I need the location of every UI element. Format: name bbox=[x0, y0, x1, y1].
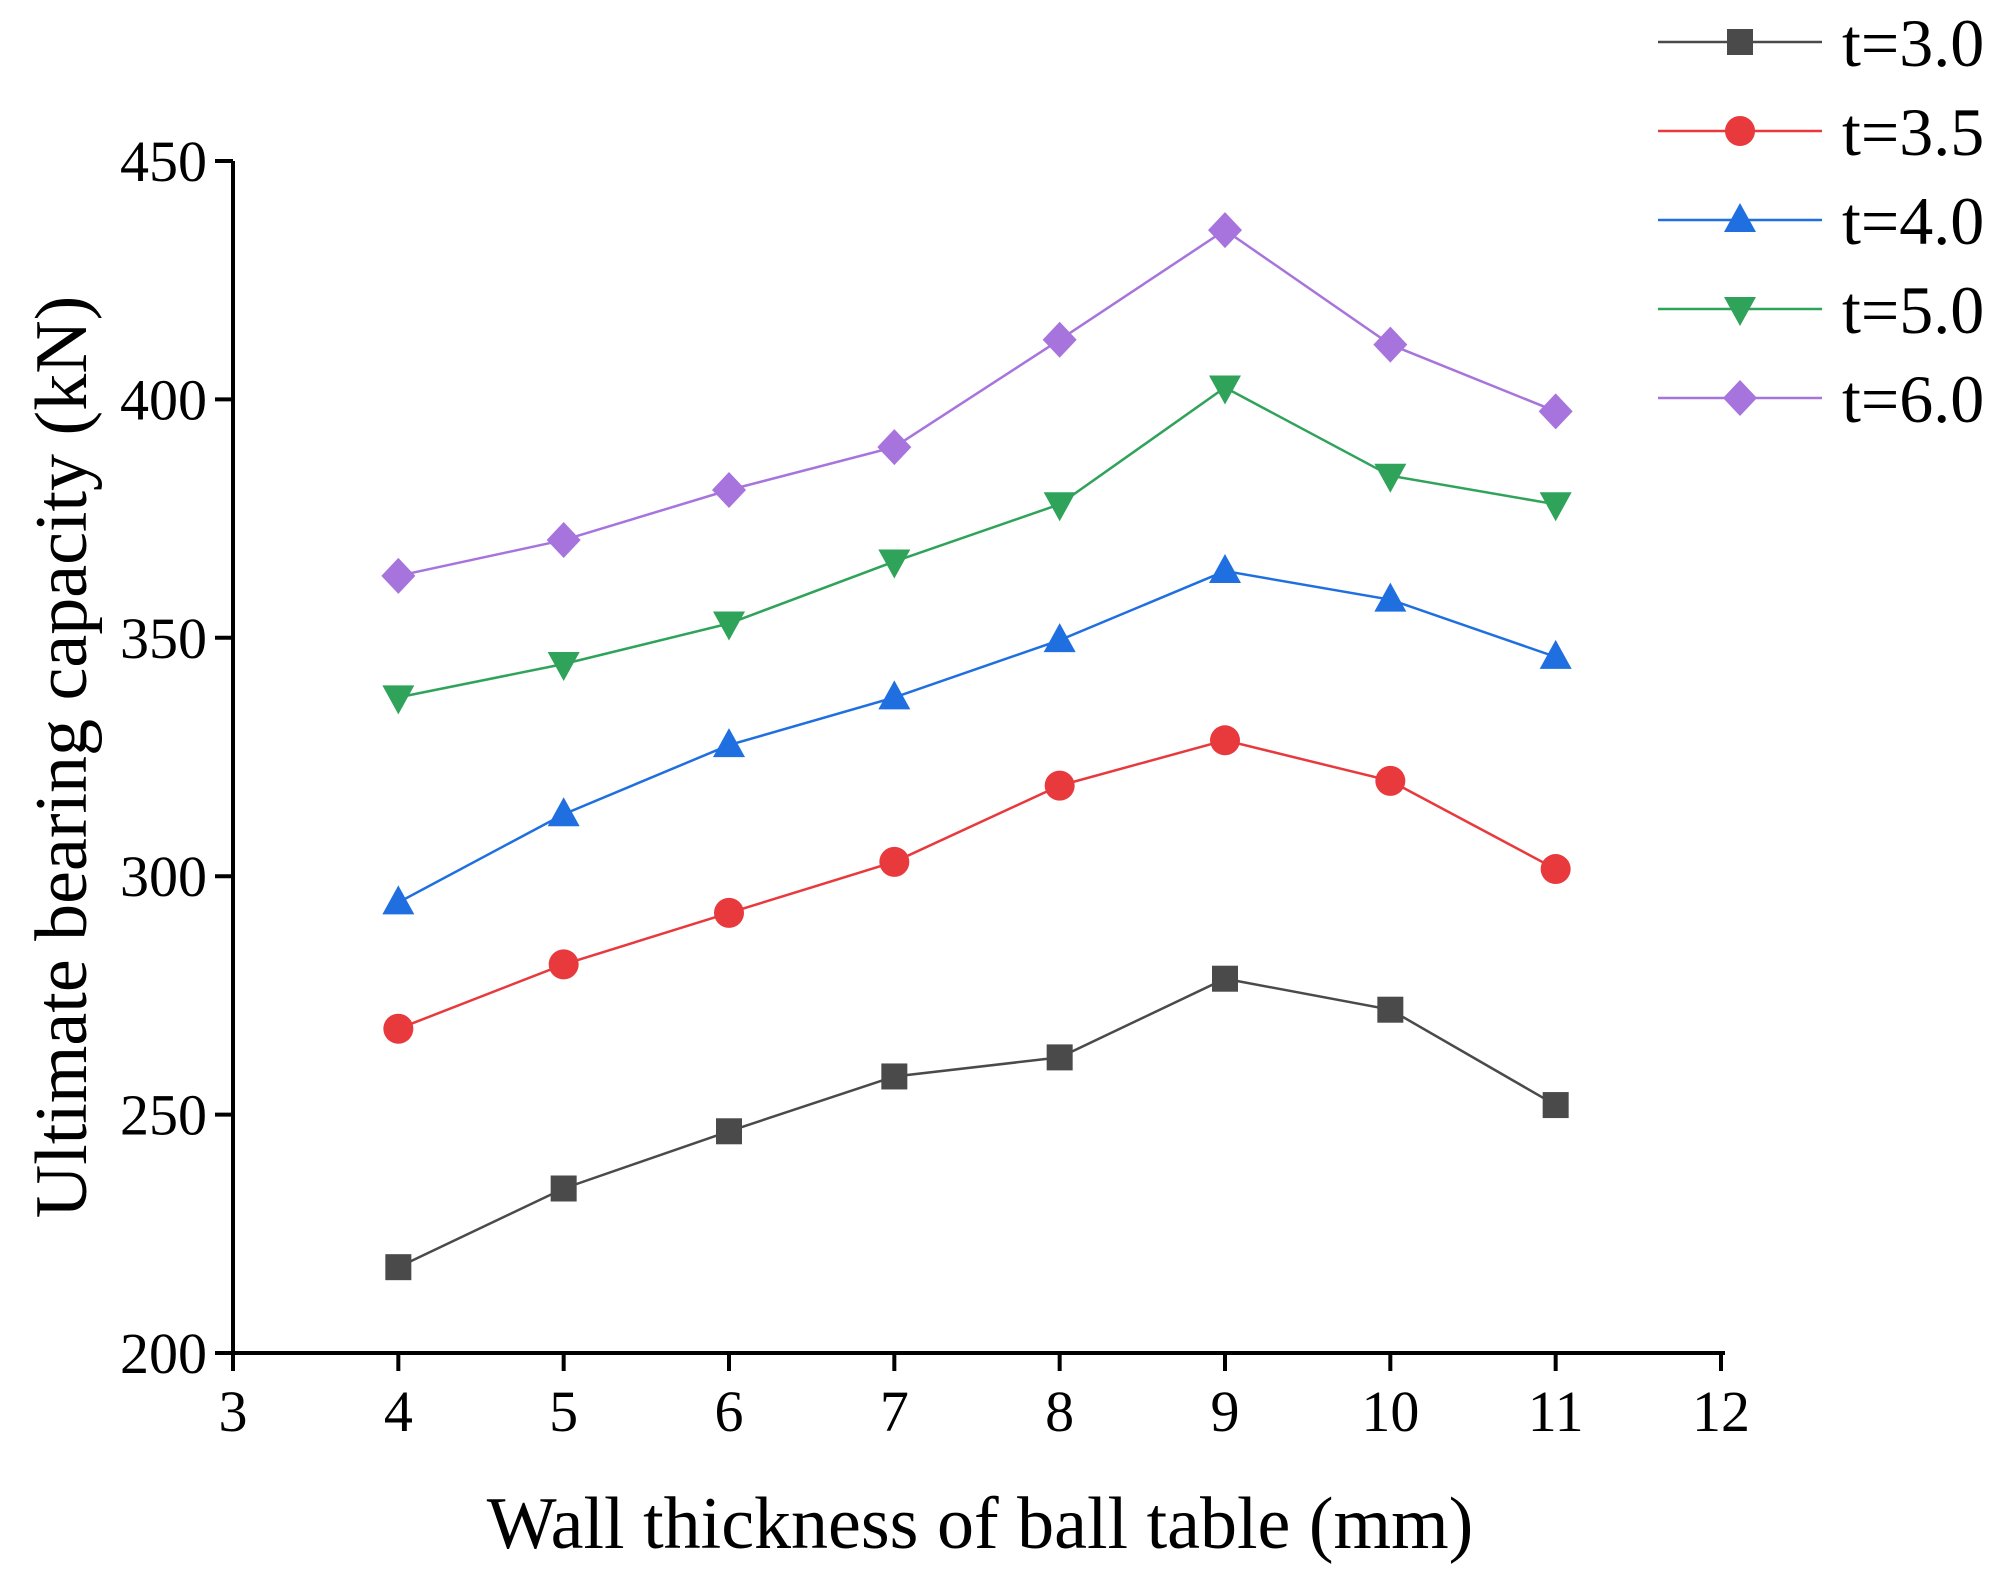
series-line bbox=[397, 569, 1557, 904]
axes bbox=[231, 161, 1725, 1355]
x-tick-label: 10 bbox=[1361, 1379, 1419, 1444]
legend-label: t=3.5 bbox=[1842, 94, 1984, 170]
legend-item: t=4.0 bbox=[1658, 183, 1984, 259]
y-tick-label: 450 bbox=[120, 129, 207, 194]
y-tick-label: 300 bbox=[120, 844, 207, 909]
legend-marker bbox=[1724, 203, 1756, 232]
legend-marker bbox=[1725, 116, 1755, 146]
y-axis-title: Ultimate bearing capacity (kN) bbox=[21, 296, 103, 1219]
data-point bbox=[878, 549, 911, 579]
data-point bbox=[1210, 725, 1240, 756]
x-tick-label: 11 bbox=[1528, 1379, 1584, 1444]
data-point bbox=[1538, 393, 1573, 430]
series-line bbox=[397, 977, 1557, 1269]
series-line bbox=[397, 739, 1557, 1030]
data-point bbox=[1539, 492, 1572, 522]
data-point bbox=[713, 728, 745, 758]
series-t=6.0 bbox=[381, 212, 1573, 594]
data-point bbox=[877, 429, 912, 466]
data-point bbox=[381, 557, 416, 594]
legend-item: t=3.5 bbox=[1658, 94, 1984, 170]
series-layer bbox=[381, 212, 1573, 1281]
x-axis-title: Wall thickness of ball table (mm) bbox=[487, 1483, 1474, 1565]
series-t=4.0 bbox=[382, 554, 1572, 915]
x-tick-label: 9 bbox=[1211, 1379, 1240, 1444]
data-point bbox=[1043, 623, 1076, 653]
data-point bbox=[1374, 582, 1407, 612]
legend: t=3.0 t=3.5 t=4.0 t=5.0 t=6.0 bbox=[1658, 5, 1984, 437]
data-point bbox=[1212, 965, 1238, 992]
x-tick-label: 12 bbox=[1692, 1379, 1750, 1444]
data-point bbox=[383, 1013, 414, 1044]
series-line bbox=[398, 386, 1556, 699]
x-tick-label: 6 bbox=[715, 1379, 744, 1444]
series-t=3.5 bbox=[383, 725, 1571, 1044]
data-point bbox=[382, 885, 415, 915]
data-point bbox=[714, 897, 744, 928]
legend-label: t=5.0 bbox=[1842, 272, 1984, 348]
data-point bbox=[713, 611, 745, 641]
data-point bbox=[1539, 639, 1572, 669]
data-point bbox=[1375, 765, 1406, 796]
y-tick-label: 200 bbox=[120, 1321, 207, 1386]
data-point bbox=[382, 685, 415, 715]
data-point bbox=[712, 471, 746, 508]
data-point bbox=[881, 1063, 908, 1090]
x-tick-label: 3 bbox=[219, 1379, 248, 1444]
data-point bbox=[1540, 854, 1571, 885]
data-point bbox=[1374, 463, 1407, 493]
series-line bbox=[398, 228, 1557, 578]
data-point bbox=[385, 1254, 412, 1281]
y-tick-label: 400 bbox=[120, 367, 207, 432]
data-point bbox=[1043, 492, 1076, 522]
legend-item: t=6.0 bbox=[1658, 361, 1984, 437]
legend-marker bbox=[1727, 29, 1753, 55]
series-t=5.0 bbox=[382, 375, 1572, 715]
legend-item: t=3.0 bbox=[1658, 5, 1984, 81]
x-tick-label: 4 bbox=[384, 1379, 413, 1444]
data-point bbox=[1042, 321, 1077, 358]
data-point bbox=[548, 949, 579, 980]
data-point bbox=[1209, 554, 1241, 584]
data-point bbox=[550, 1175, 577, 1202]
data-point bbox=[546, 522, 581, 559]
data-point bbox=[1046, 1044, 1073, 1071]
data-point bbox=[879, 846, 910, 877]
legend-marker bbox=[1723, 380, 1757, 416]
y-tick-label: 350 bbox=[120, 606, 207, 671]
data-point bbox=[1044, 770, 1075, 801]
x-tick-label: 8 bbox=[1045, 1379, 1074, 1444]
data-point bbox=[547, 797, 580, 827]
legend-label: t=4.0 bbox=[1842, 183, 1984, 259]
legend-item: t=5.0 bbox=[1658, 272, 1984, 348]
x-tick-label: 7 bbox=[880, 1379, 909, 1444]
data-point bbox=[1208, 212, 1242, 249]
legend-marker bbox=[1724, 297, 1756, 326]
data-point bbox=[1373, 326, 1408, 363]
data-point bbox=[1209, 375, 1241, 405]
legend-label: t=6.0 bbox=[1842, 361, 1984, 437]
y-tick-label: 250 bbox=[120, 1083, 207, 1148]
data-point bbox=[547, 652, 580, 682]
ticks: 3 4 5 6 7 8 9 10 11 12 200 250 300 350 400 450 bbox=[120, 129, 1750, 1444]
x-tick-label: 5 bbox=[549, 1379, 578, 1444]
data-point bbox=[716, 1118, 742, 1145]
legend-label: t=3.0 bbox=[1842, 5, 1984, 81]
data-point bbox=[1377, 996, 1404, 1023]
data-point bbox=[878, 680, 911, 710]
series-t=3.0 bbox=[385, 965, 1569, 1281]
data-point bbox=[1542, 1092, 1569, 1119]
